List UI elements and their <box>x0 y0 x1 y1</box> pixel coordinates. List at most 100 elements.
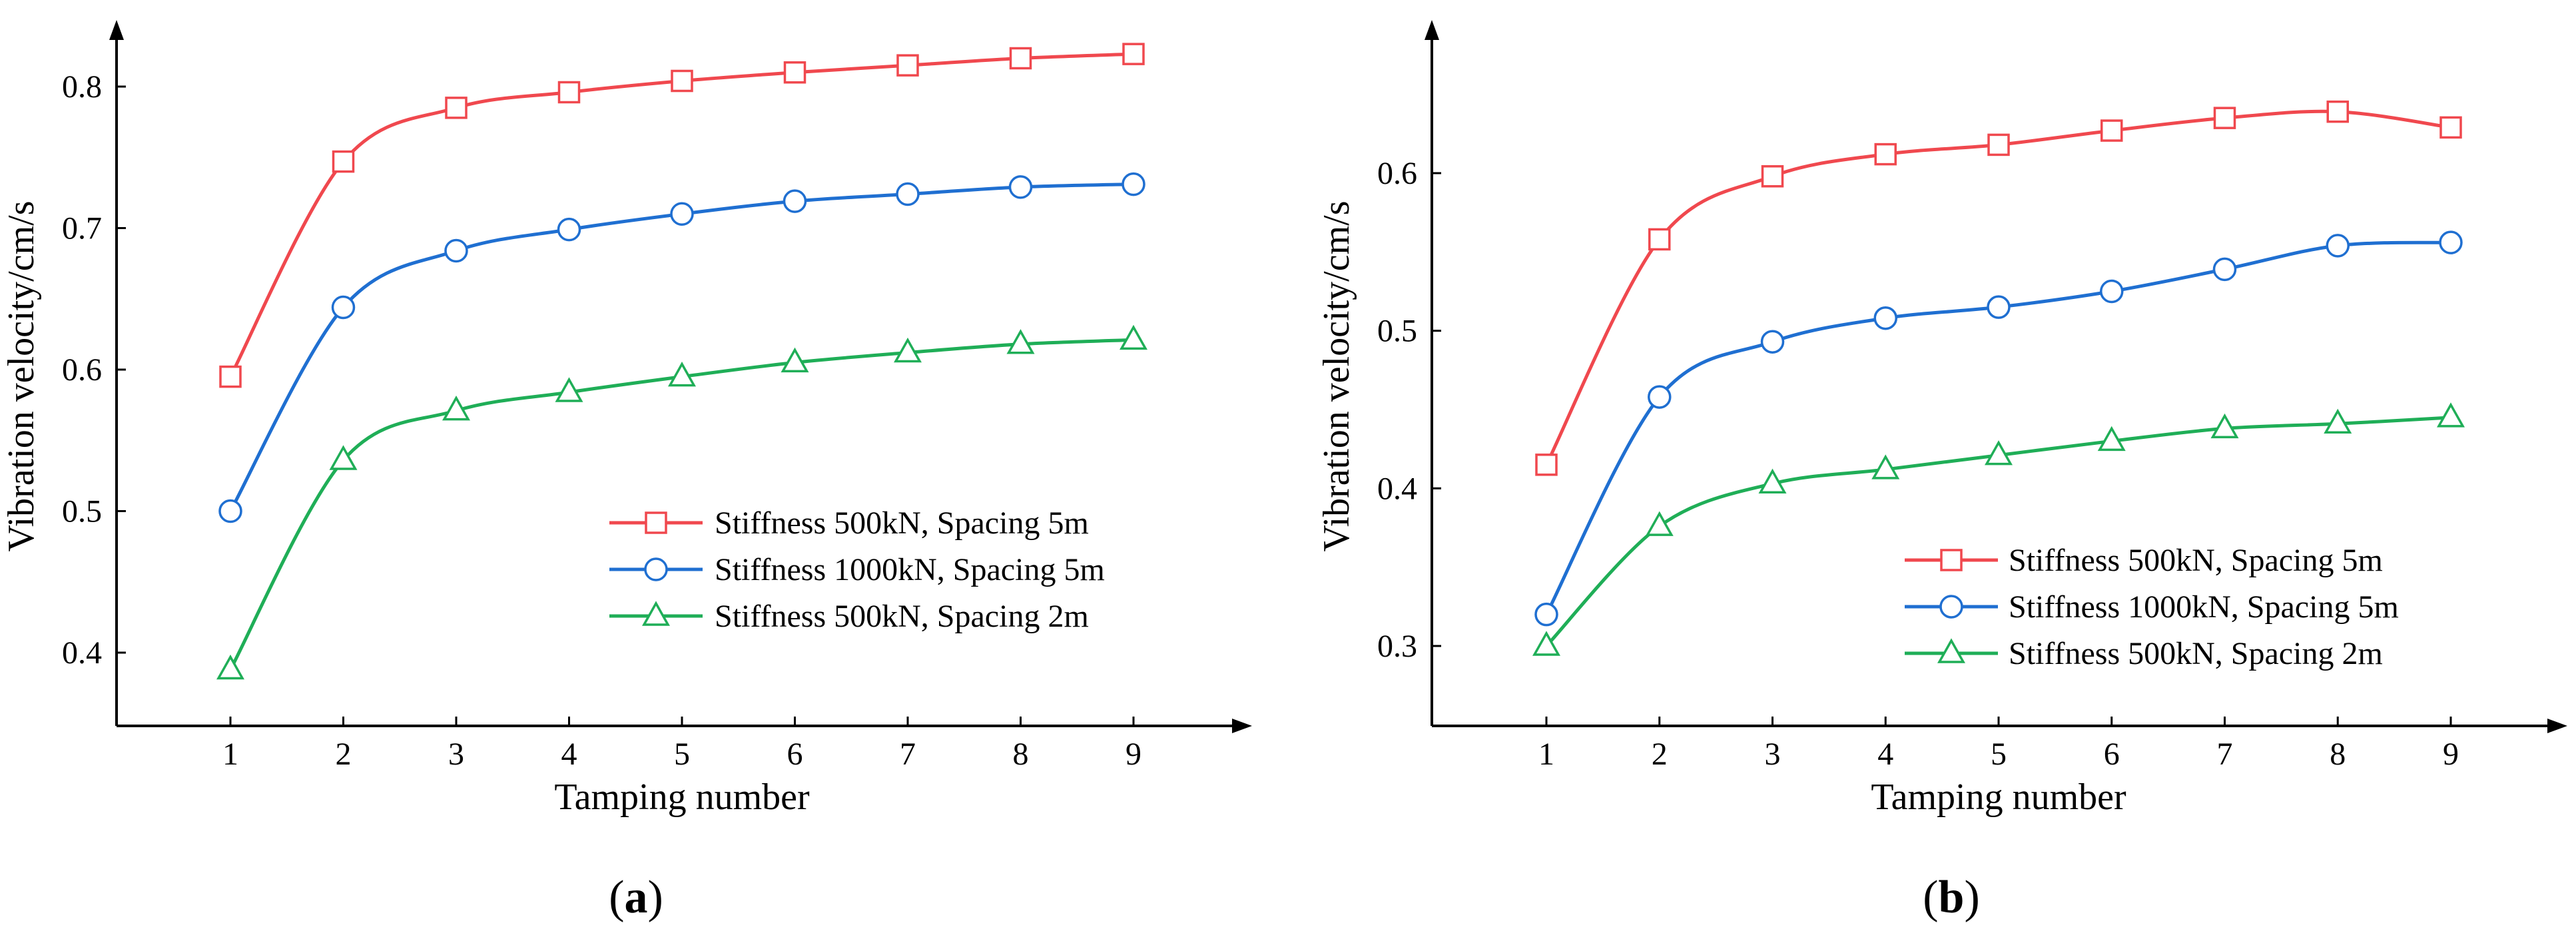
x-tick-label: 9 <box>1126 737 1141 772</box>
y-axis-title: Vibration velocity/cm/s <box>1316 201 1357 552</box>
data-point-triangle <box>329 445 358 470</box>
y-axis-arrow <box>1425 20 1439 40</box>
data-point-circle <box>1122 172 1145 196</box>
series-square <box>1535 100 2462 476</box>
legend-label: Stiffness 1000kN, Spacing 5m <box>715 552 1105 587</box>
series-line <box>1544 109 2453 467</box>
panel-label: (a) <box>609 872 663 923</box>
x-tick-label: 5 <box>1991 737 2007 772</box>
x-tick-label: 5 <box>674 737 690 772</box>
x-axis-title: Tamping number <box>1871 777 2126 818</box>
series-square <box>219 43 1145 388</box>
data-point-square <box>1761 164 1784 188</box>
x-axis-arrow <box>1232 719 1252 733</box>
x-tick-label: 3 <box>448 737 464 772</box>
data-point-circle <box>2326 234 2350 258</box>
y-tick-label: 0.6 <box>1377 156 1417 191</box>
series-line <box>228 182 1135 513</box>
data-point-triangle <box>1120 324 1147 350</box>
legend-label: Stiffness 500kN, Spacing 5m <box>715 505 1089 541</box>
data-point-square <box>219 365 242 388</box>
legend-entry: Stiffness 1000kN, Spacing 5m <box>1905 589 2399 625</box>
data-point-circle <box>1008 175 1033 199</box>
x-tick-label: 8 <box>2330 737 2346 772</box>
data-point-triangle <box>1985 440 2013 466</box>
data-point-square <box>2439 116 2462 139</box>
data-point-square <box>1987 133 2010 156</box>
data-point-square <box>2100 119 2123 142</box>
x-tick-label: 1 <box>222 737 238 772</box>
data-point-circle <box>783 189 807 213</box>
data-point-triangle <box>781 347 809 373</box>
data-point-triangle <box>2210 413 2239 439</box>
series-triangle <box>1532 402 2465 656</box>
legend-entry: Stiffness 500kN, Spacing 2m <box>609 599 1089 634</box>
data-point-triangle <box>2324 408 2352 434</box>
x-tick-label: 4 <box>561 737 577 772</box>
legend-entry: Stiffness 500kN, Spacing 2m <box>1905 636 2383 671</box>
data-point-circle <box>557 217 581 242</box>
panel-a: 1 2 3 4 5 6 7 8 9 0.4 0.5 0.6 0.7 0.8 Tamping number Vi… <box>1 20 1252 923</box>
data-point-square <box>2213 107 2236 129</box>
x-tick-label: 2 <box>1652 737 1668 772</box>
x-axis-arrow <box>2547 719 2567 733</box>
data-point-square <box>671 69 693 93</box>
x-axis-title: Tamping number <box>554 777 810 818</box>
data-point-circle <box>218 499 242 523</box>
legend-entry: Stiffness 500kN, Spacing 5m <box>609 505 1089 541</box>
x-tick-label: 2 <box>336 737 352 772</box>
data-point-square <box>1874 143 1897 166</box>
data-point-circle <box>2100 279 2124 304</box>
data-point-triangle <box>668 362 696 387</box>
legend-label: Stiffness 500kN, Spacing 5m <box>2009 543 2383 578</box>
legend-marker-circle <box>1939 595 1963 619</box>
legend-entry: Stiffness 1000kN, Spacing 5m <box>609 552 1105 587</box>
data-point-triangle <box>216 654 244 680</box>
x-tick-label: 3 <box>1765 737 1781 772</box>
legend-label: Stiffness 1000kN, Spacing 5m <box>2009 589 2399 625</box>
legend-marker-circle <box>644 557 668 581</box>
data-point-circle <box>2212 257 2237 282</box>
panel-label: (b) <box>1923 872 1980 923</box>
data-point-triangle <box>555 377 583 402</box>
data-point-square <box>2326 100 2349 123</box>
legend-marker-square <box>645 511 667 534</box>
x-tick-label: 4 <box>1877 737 1893 772</box>
legend: Stiffness 500kN, Spacing 5m Stiffness 100… <box>609 505 1105 634</box>
x-tick-label: 6 <box>787 737 803 772</box>
data-point-circle <box>444 238 468 263</box>
data-point-triangle <box>894 337 922 363</box>
legend-marker-triangle <box>1937 638 1965 663</box>
legend-label: Stiffness 500kN, Spacing 2m <box>715 599 1089 634</box>
data-point-square <box>1535 454 1558 476</box>
data-point-square <box>1122 43 1145 65</box>
series-circle <box>218 172 1145 523</box>
data-point-square <box>332 150 355 173</box>
legend: Stiffness 500kN, Spacing 5m Stiffness 100… <box>1905 543 2399 671</box>
series-circle <box>1534 230 2463 627</box>
data-point-circle <box>670 202 694 226</box>
x-tick-label: 8 <box>1013 737 1029 772</box>
data-point-triangle <box>1006 329 1035 354</box>
data-point-square <box>445 97 468 119</box>
y-axis-title: Vibration velocity/cm/s <box>1 201 42 552</box>
x-tick-label: 6 <box>2104 737 2120 772</box>
panel-b: 1 2 3 4 5 6 7 8 9 0.3 0.4 0.5 0.6 Tamping number Vibra… <box>1316 20 2567 923</box>
legend-marker-square <box>1940 549 1963 571</box>
data-point-square <box>1648 228 1671 251</box>
data-point-square <box>896 54 919 77</box>
y-tick-label: 0.6 <box>62 352 102 388</box>
data-point-square <box>1009 47 1032 70</box>
data-point-triangle <box>442 396 470 421</box>
data-point-circle <box>1987 295 2011 319</box>
x-tick-label: 9 <box>2443 737 2459 772</box>
data-point-circle <box>331 295 356 320</box>
series-triangle <box>216 324 1147 680</box>
legend-entry: Stiffness 500kN, Spacing 5m <box>1905 543 2383 578</box>
y-tick-label: 0.7 <box>62 211 102 246</box>
data-point-triangle <box>1645 511 1674 536</box>
data-point-circle <box>896 182 920 206</box>
data-point-circle <box>1760 330 1785 354</box>
data-point-circle <box>1534 602 1558 627</box>
